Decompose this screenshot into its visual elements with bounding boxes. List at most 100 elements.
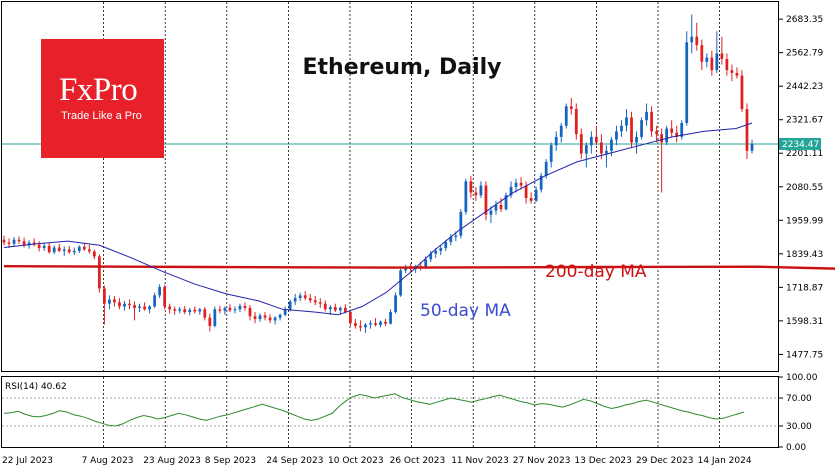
candle: [72, 247, 76, 256]
candle: [379, 320, 382, 328]
y-tick-label: 1718.87: [786, 283, 823, 293]
logo-wordmark: FxPro: [59, 72, 138, 108]
candle: [168, 303, 172, 314]
logo-tagline: Trade Like a Pro: [61, 110, 142, 122]
candle: [655, 125, 658, 143]
ma200-annotation: 200-day MA: [545, 262, 647, 282]
x-tick-label: 13 Dec 2023: [574, 456, 632, 466]
candle: [594, 125, 598, 146]
current-price-tag: 2234.47: [779, 137, 821, 150]
y-tick-label: 1839.43: [786, 250, 823, 260]
candle: [384, 319, 387, 326]
candle: [108, 295, 111, 310]
candle: [675, 125, 679, 143]
candle: [153, 292, 156, 308]
candle: [529, 192, 533, 204]
candle: [615, 125, 618, 146]
x-tick-label: 24 Sep 2023: [266, 456, 323, 466]
candle: [665, 125, 669, 146]
candle: [364, 323, 367, 333]
candle: [198, 307, 202, 315]
candle: [695, 22, 699, 51]
rsi-tick-label: 100.00: [786, 373, 818, 383]
candle: [469, 175, 473, 199]
candle: [218, 305, 222, 314]
candle: [464, 178, 468, 215]
x-tick-label: 29 Dec 2023: [636, 456, 694, 466]
candle: [278, 313, 282, 321]
candle: [640, 117, 643, 140]
candle: [549, 142, 553, 168]
x-tick-label: 27 Nov 2023: [513, 456, 571, 466]
candle: [630, 111, 633, 148]
candle: [474, 186, 478, 201]
candle: [123, 300, 126, 311]
candle: [484, 181, 488, 221]
candle: [389, 309, 392, 325]
candle: [12, 236, 16, 247]
candle: [77, 245, 81, 254]
candle: [700, 39, 704, 71]
candle: [308, 293, 312, 304]
price-axis: 2683.35 2562.79 2442.23 2321.67 2201.11 2080.…: [779, 15, 823, 360]
candle: [554, 131, 558, 151]
ma200-line: [3, 265, 835, 270]
candle: [223, 306, 227, 315]
candle: [188, 307, 192, 316]
candle: [173, 306, 177, 315]
candle: [163, 284, 167, 310]
candle: [118, 298, 121, 310]
candle: [268, 314, 272, 324]
candle: [439, 245, 443, 256]
x-tick-label: 8 Sep 2023: [205, 456, 256, 466]
rsi-tick-label: 70.00: [786, 394, 812, 404]
y-tick-label: 2201.11: [786, 149, 823, 159]
candle: [680, 120, 684, 140]
candle: [359, 320, 362, 332]
y-tick-label: 1598.31: [786, 317, 823, 327]
fxpro-logo: FxPro Trade Like a Pro: [41, 39, 164, 158]
candle: [298, 292, 302, 301]
candle: [313, 295, 317, 306]
candle: [42, 243, 46, 251]
x-tick-label: 26 Oct 2023: [390, 456, 446, 466]
candle: [635, 131, 638, 154]
candle: [82, 243, 86, 251]
candle: [685, 31, 689, 126]
ma50-annotation: 50-day MA: [420, 301, 511, 321]
candle: [253, 312, 257, 324]
candle: [650, 106, 653, 137]
candle: [504, 192, 508, 211]
candle: [449, 234, 453, 246]
y-tick-label: 2080.55: [786, 183, 823, 193]
candle: [429, 250, 433, 262]
vertical-grid: [103, 2, 720, 447]
y-tick-label: 2562.79: [786, 49, 823, 59]
x-tick-label: 10 Oct 2023: [328, 456, 384, 466]
candle: [183, 305, 187, 315]
candle: [574, 103, 578, 140]
candle: [233, 306, 237, 314]
candle: [67, 245, 71, 254]
candle: [394, 292, 397, 314]
candle: [354, 319, 357, 329]
candle: [399, 267, 402, 297]
candle: [328, 305, 332, 315]
candle: [228, 304, 232, 313]
candle: [494, 200, 498, 215]
rsi-label: RSI(14) 40.62: [5, 382, 67, 392]
time-axis: 22 Jul 2023 7 Aug 2023 23 Aug 2023 8 Sep 20…: [2, 456, 752, 466]
candle: [87, 244, 91, 254]
candle: [625, 109, 628, 132]
candle: [248, 305, 252, 321]
candle: [489, 206, 493, 224]
candle: [283, 306, 287, 317]
candle: [705, 53, 709, 68]
candle: [660, 128, 664, 193]
candle: [238, 303, 242, 313]
candle: [158, 284, 162, 299]
candle: [178, 307, 182, 314]
rsi-panel-frame: [1, 376, 779, 448]
